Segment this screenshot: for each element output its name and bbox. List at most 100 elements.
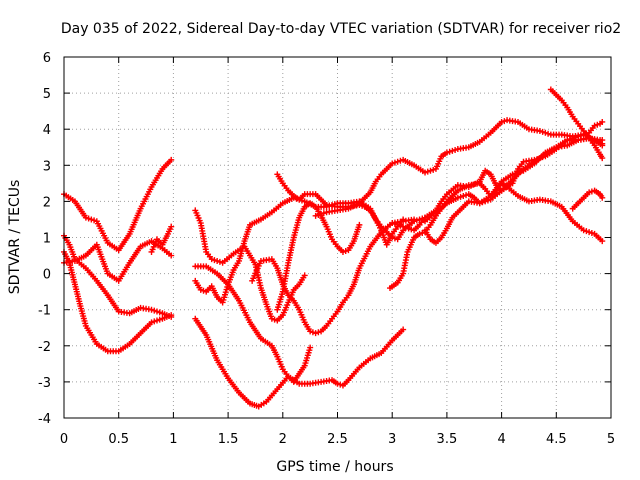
data-point	[337, 381, 344, 388]
data-point	[312, 212, 319, 219]
data-point	[168, 156, 175, 163]
axis-ticks: 0 0.5 1 1.5 2 2.5 3 3.5 4 4.5 5 -4 -3 -2 -1 0 1 2 3 4 5 6	[38, 51, 615, 447]
data-point	[599, 238, 606, 245]
series-arc-5	[148, 223, 175, 255]
data-point	[599, 137, 606, 144]
data-point	[168, 312, 175, 319]
data-point	[356, 221, 363, 228]
data-point	[539, 128, 546, 135]
y-tick-label: -4	[38, 412, 51, 427]
data-point	[515, 169, 522, 176]
x-tick-label: 1	[169, 432, 177, 447]
data-point	[449, 147, 456, 154]
data-point	[583, 228, 590, 235]
data-point	[517, 168, 524, 175]
data-point	[599, 194, 606, 201]
data-point	[580, 227, 587, 234]
data-point	[586, 229, 593, 236]
data-point	[413, 217, 420, 224]
data-point	[200, 287, 207, 294]
data-point	[591, 122, 598, 129]
data-point	[394, 158, 401, 165]
series-arc-1	[61, 156, 175, 254]
data-point	[197, 286, 204, 293]
x-axis-label: GPS time / hours	[276, 459, 393, 475]
data-point	[307, 344, 314, 351]
data-point	[424, 168, 431, 175]
data-point	[334, 380, 341, 387]
data-point	[397, 222, 404, 229]
y-tick-label: 0	[43, 268, 51, 283]
data-point	[452, 146, 459, 153]
data-point	[454, 194, 461, 201]
y-tick-label: 2	[43, 195, 51, 210]
x-tick-label: 2	[279, 432, 287, 447]
series-arc-19	[569, 187, 606, 212]
data-point	[599, 155, 606, 162]
data-point	[599, 118, 606, 125]
data-point	[457, 193, 464, 200]
data-point	[342, 248, 349, 255]
series-arc-11	[274, 200, 363, 313]
data-point	[298, 197, 305, 204]
data-point	[208, 256, 215, 263]
data-point	[339, 248, 346, 255]
data-point	[545, 130, 552, 137]
data-point	[460, 192, 467, 199]
data-point	[389, 160, 396, 167]
x-tick-label: 0.5	[108, 432, 129, 447]
y-tick-label: 3	[43, 159, 51, 174]
data-point	[391, 159, 398, 166]
series-arc-18	[547, 86, 606, 162]
y-tick-label: 1	[43, 232, 51, 247]
x-tick-label: 3	[388, 432, 396, 447]
data-point	[405, 225, 412, 232]
data-point	[151, 307, 158, 314]
data-point	[389, 220, 396, 227]
data-point	[91, 217, 98, 224]
data-point	[430, 166, 437, 173]
data-point	[542, 129, 549, 136]
data-point	[391, 235, 398, 242]
data-point	[586, 189, 593, 196]
y-tick-label: 4	[43, 123, 51, 138]
data-point	[312, 330, 319, 337]
data-point	[416, 230, 423, 237]
data-point	[148, 306, 155, 313]
data-point	[271, 316, 278, 323]
data-point	[307, 328, 314, 335]
data-point	[268, 315, 275, 322]
data-point	[443, 149, 450, 156]
data-point	[427, 167, 434, 174]
data-point	[216, 258, 223, 265]
data-point	[318, 211, 325, 218]
x-tick-label: 2.5	[327, 432, 348, 447]
data-point	[359, 202, 366, 209]
data-point	[594, 121, 601, 128]
data-point	[402, 224, 409, 231]
data-point	[214, 257, 221, 264]
x-tick-label: 4.5	[546, 432, 567, 447]
data-point	[211, 257, 218, 264]
x-tick-label: 3.5	[437, 432, 458, 447]
y-axis-label: SDTVAR / TECUs	[7, 180, 23, 295]
x-tick-label: 0	[60, 432, 68, 447]
series-arc-17	[422, 135, 606, 225]
data-point	[85, 215, 92, 222]
data-point	[148, 319, 155, 326]
data-point	[400, 326, 407, 333]
data-point	[422, 169, 429, 176]
data-point	[153, 308, 160, 315]
y-tick-label: -1	[38, 304, 51, 319]
data-point	[156, 309, 163, 316]
data-point	[151, 318, 158, 325]
data-point	[320, 210, 327, 217]
data-point	[509, 171, 516, 178]
data-point	[88, 216, 95, 223]
data-point	[309, 329, 316, 336]
data-point	[408, 226, 415, 233]
data-point	[400, 223, 407, 230]
data-point	[153, 317, 160, 324]
y-tick-label: 6	[43, 51, 51, 66]
